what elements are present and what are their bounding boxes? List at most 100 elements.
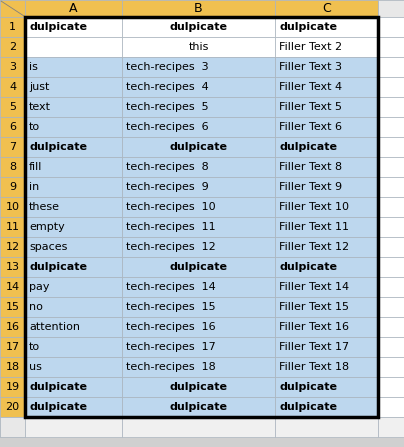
Text: dulpicate: dulpicate bbox=[279, 142, 337, 152]
Bar bbox=[378, 57, 404, 77]
Bar bbox=[275, 277, 378, 297]
Text: tech-recipes  18: tech-recipes 18 bbox=[126, 362, 216, 372]
Bar bbox=[378, 157, 404, 177]
Text: dulpicate: dulpicate bbox=[29, 402, 87, 412]
Text: Filler Text 15: Filler Text 15 bbox=[279, 302, 349, 312]
Bar bbox=[122, 137, 275, 157]
Bar bbox=[275, 397, 378, 417]
Bar bbox=[122, 277, 275, 297]
Text: 10: 10 bbox=[6, 202, 19, 212]
Text: dulpicate: dulpicate bbox=[29, 142, 87, 152]
Bar bbox=[0, 257, 25, 277]
Bar bbox=[25, 57, 122, 77]
Bar bbox=[275, 137, 378, 157]
Bar bbox=[0, 177, 25, 197]
Bar bbox=[275, 177, 378, 197]
Bar bbox=[25, 177, 122, 197]
Text: 14: 14 bbox=[5, 282, 19, 292]
Text: 9: 9 bbox=[9, 182, 16, 192]
Bar bbox=[275, 57, 378, 77]
Bar bbox=[378, 37, 404, 57]
Text: A: A bbox=[69, 2, 78, 15]
Text: is: is bbox=[29, 62, 38, 72]
Text: Filler Text 18: Filler Text 18 bbox=[279, 362, 349, 372]
Bar bbox=[275, 357, 378, 377]
Text: 7: 7 bbox=[9, 142, 16, 152]
Text: tech-recipes  9: tech-recipes 9 bbox=[126, 182, 209, 192]
Text: text: text bbox=[29, 102, 51, 112]
Text: dulpicate: dulpicate bbox=[170, 22, 227, 32]
Text: pay: pay bbox=[29, 282, 50, 292]
Bar bbox=[0, 357, 25, 377]
Bar bbox=[25, 77, 122, 97]
Bar bbox=[275, 157, 378, 177]
Bar bbox=[378, 277, 404, 297]
Bar bbox=[122, 37, 275, 57]
Text: Filler Text 5: Filler Text 5 bbox=[279, 102, 342, 112]
Bar bbox=[378, 397, 404, 417]
Bar bbox=[122, 157, 275, 177]
Text: dulpicate: dulpicate bbox=[279, 402, 337, 412]
Bar bbox=[25, 217, 122, 237]
Bar bbox=[25, 17, 378, 417]
Bar bbox=[378, 117, 404, 137]
Bar bbox=[122, 57, 275, 77]
Bar bbox=[0, 77, 25, 97]
Text: tech-recipes  11: tech-recipes 11 bbox=[126, 222, 216, 232]
Bar bbox=[25, 337, 122, 357]
Bar bbox=[122, 397, 275, 417]
Bar bbox=[275, 17, 378, 37]
Bar bbox=[0, 377, 25, 397]
Bar bbox=[25, 237, 122, 257]
Text: 12: 12 bbox=[5, 242, 19, 252]
Bar bbox=[122, 297, 275, 317]
Text: us: us bbox=[29, 362, 42, 372]
Bar bbox=[378, 0, 404, 17]
Text: tech-recipes  14: tech-recipes 14 bbox=[126, 282, 216, 292]
Bar bbox=[275, 77, 378, 97]
Bar bbox=[122, 337, 275, 357]
Bar bbox=[0, 237, 25, 257]
Bar bbox=[122, 417, 275, 437]
Bar bbox=[25, 197, 122, 217]
Text: 2: 2 bbox=[9, 42, 16, 52]
Bar bbox=[25, 417, 122, 437]
Bar bbox=[25, 157, 122, 177]
Bar bbox=[275, 0, 378, 17]
Text: this: this bbox=[188, 42, 209, 52]
Bar bbox=[25, 297, 122, 317]
Bar bbox=[0, 317, 25, 337]
Bar bbox=[25, 377, 122, 397]
Text: Filler Text 17: Filler Text 17 bbox=[279, 342, 349, 352]
Bar bbox=[275, 237, 378, 257]
Text: 20: 20 bbox=[5, 402, 19, 412]
Text: Filler Text 12: Filler Text 12 bbox=[279, 242, 349, 252]
Bar bbox=[378, 337, 404, 357]
Bar bbox=[0, 157, 25, 177]
Bar bbox=[25, 97, 122, 117]
Bar bbox=[275, 117, 378, 137]
Bar bbox=[275, 257, 378, 277]
Bar bbox=[275, 97, 378, 117]
Text: Filler Text 4: Filler Text 4 bbox=[279, 82, 342, 92]
Bar bbox=[378, 137, 404, 157]
Text: 1: 1 bbox=[9, 22, 16, 32]
Bar bbox=[378, 197, 404, 217]
Bar bbox=[0, 417, 25, 437]
Text: tech-recipes  5: tech-recipes 5 bbox=[126, 102, 208, 112]
Bar bbox=[122, 0, 275, 17]
Bar bbox=[378, 417, 404, 437]
Text: Filler Text 8: Filler Text 8 bbox=[279, 162, 342, 172]
Text: tech-recipes  16: tech-recipes 16 bbox=[126, 322, 216, 332]
Text: Filler Text 11: Filler Text 11 bbox=[279, 222, 349, 232]
Bar bbox=[0, 137, 25, 157]
Text: dulpicate: dulpicate bbox=[279, 22, 337, 32]
Bar bbox=[0, 297, 25, 317]
Text: 3: 3 bbox=[9, 62, 16, 72]
Text: Filler Text 2: Filler Text 2 bbox=[279, 42, 342, 52]
Bar bbox=[378, 237, 404, 257]
Bar bbox=[122, 77, 275, 97]
Text: no: no bbox=[29, 302, 43, 312]
Text: dulpicate: dulpicate bbox=[170, 402, 227, 412]
Bar bbox=[378, 377, 404, 397]
